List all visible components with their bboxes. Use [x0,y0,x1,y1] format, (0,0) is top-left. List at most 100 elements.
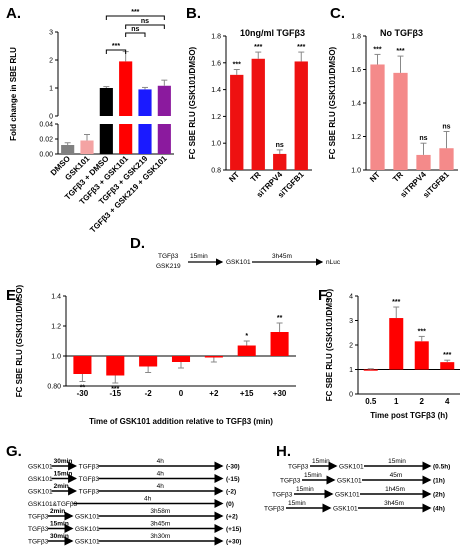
bar-lower-segment [138,124,152,154]
bar [73,356,92,374]
y-tick-label: 3 [349,318,353,325]
significance-bracket [125,32,146,37]
bar-lower-segment [119,124,133,154]
protocol-second-agent: GSK101 [339,464,364,471]
category-label: 0 [179,389,184,398]
protocol-time-2: 4h [144,496,152,503]
significance-label: ** [277,315,283,322]
protocol-first-agent: TGFβ3 [28,514,49,521]
significance-label: *** [418,328,426,335]
protocol-second-agent: TGFβ3 [79,476,100,483]
protocol-first-agent: GSK101 [28,489,53,496]
y-tick-label: 1.4 [211,87,221,94]
y-tick-label: 1.2 [351,134,361,141]
protocol-label: (0) [226,501,234,508]
protocol-time-2: 3h45m [384,500,404,507]
category-label: +2 [209,389,219,398]
bar-lower-segment [99,124,113,154]
significance-label: *** [443,352,451,359]
category-label: -15 [110,389,122,398]
protocol-label: (-30) [226,464,240,471]
protocol-second-agent: GSK101 [75,539,100,546]
significance-label: *** [111,386,119,393]
d-time-1: 15min [190,253,208,260]
bar [251,58,265,170]
panel-letter-e: E. [6,287,20,304]
significance-bracket [105,49,127,54]
y-tick-label: 4 [349,294,353,301]
bar [106,356,125,376]
d-reagent-2: GSK219 [156,263,181,270]
panel-letter-c: C. [330,5,345,22]
significance-label: *** [373,46,381,53]
bar [237,345,256,356]
y-tick-label: 1.2 [51,324,61,331]
y-tick-label: 0 [49,114,53,121]
x-axis-label: Time post TGFβ3 (h) [370,411,448,420]
protocol-first-agent: TGFβ3 [28,526,49,533]
panel-letter-f: F. [318,287,330,304]
significance-bracket [105,15,165,20]
protocol-label: (+30) [226,539,241,546]
y-tick-label: 1 [49,86,53,93]
bar [273,153,287,170]
significance-label: *** [297,44,305,51]
significance-label: ns [276,142,284,149]
category-label: 1 [394,397,399,406]
panel-h-protocols: TGFβ315minGSK10115min(0.5h)TGFβ315minGSK… [264,458,450,513]
bracket-label: *** [131,9,139,16]
chart-c: 1.0 1.2 1.4 1.6 1.8 FC SBE RLU (GSK101/DMSO) *… [328,28,458,200]
y-tick-label: 0.00 [39,152,53,159]
protocol-first-agent: TGFβ3 [28,539,49,546]
y-tick-label: 0 [349,392,353,399]
chart-f: 0 1 2 3 4 FC SBE RLU (GSK101/DMSO) 0.5 *** 1 *** 2… [325,288,460,420]
panel-letter-b: B. [186,5,201,22]
y-tick-label: 1.4 [51,294,61,301]
protocol-time-2: 15min [388,458,406,465]
y-axis-label: FC SBE RLU (GSK101/DMSO) [325,288,334,401]
protocol-time-1: 15min [304,472,322,479]
protocol-second-agent: GSK101 [333,506,358,513]
y-tick-label: 2 [49,58,53,65]
protocol-second-agent: GSK101 [337,478,362,485]
protocol-label: (-15) [226,476,240,483]
y-tick-label: 1.4 [351,101,361,108]
protocol-time-2: 4h [157,458,165,465]
protocol-label: (4h) [433,506,445,513]
protocol-time-2: 4h [157,471,165,478]
panel-letter-h: H. [276,443,291,460]
category-label: 0.5 [365,397,377,406]
bar [416,154,431,170]
y-tick-label: 1.0 [211,141,221,148]
bar [204,356,223,358]
bar [270,332,289,356]
y-axis-label: FC SBE RLU (GSK101/DMSO) [15,284,24,397]
protocol-time-1: 2min [50,508,65,515]
protocol-first-agent: TGFβ3 [288,464,309,471]
protocol-first-agent: GSK101&TGFβ3 [28,501,78,508]
protocol-time-1: 15min [288,500,306,507]
protocol-time-1: 30min [54,458,73,465]
bar [439,148,454,170]
d-reagent-1: TGFβ3 [158,253,179,260]
category-label: +15 [240,389,254,398]
y-tick-label: 1.0 [351,168,361,175]
significance-label: *** [392,299,400,306]
y-tick-label: 0.8 [211,168,221,175]
bar-lower-segment [157,124,171,154]
protocol-time-1: 30min [50,533,69,540]
bar [61,145,75,154]
protocol-first-agent: TGFβ3 [280,478,301,485]
protocol-label: (+15) [226,526,241,533]
protocol-label: (0.5h) [433,464,450,471]
chart-e: 0.801.01.21.4FC SBE RLU (GSK101/DMSO) **-… [15,284,296,426]
bar [294,61,308,170]
protocol-time-1: 15min [296,486,314,493]
y-tick-label: 1.8 [351,34,361,41]
y-axis-label: FC SBE RLU (GSK101/DMSO) [188,46,197,159]
category-label: -2 [145,389,153,398]
protocol-time-1: 15min [312,458,330,465]
y-tick-label: 1.0 [51,354,61,361]
protocol-second-agent: GSK101 [335,492,360,499]
